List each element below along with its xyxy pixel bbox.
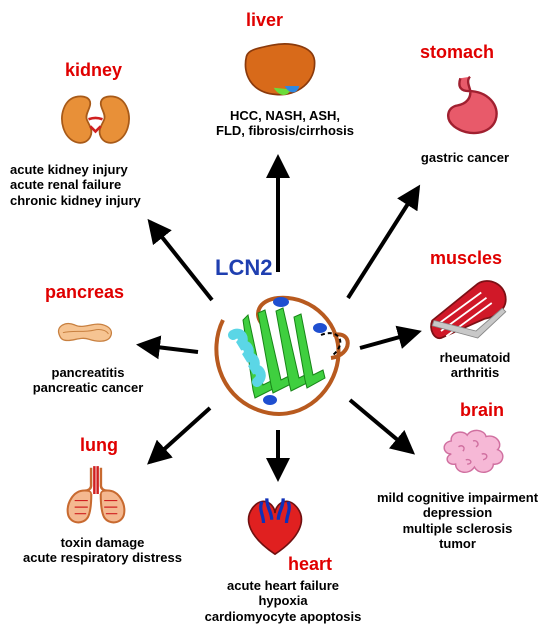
title-stomach: stomach — [420, 42, 494, 63]
icon-wrap-kidney — [48, 86, 143, 161]
center-label: LCN2 — [215, 255, 272, 281]
muscles-icon — [425, 275, 513, 345]
icon-wrap-heart — [234, 482, 316, 569]
desc-kidney: acute kidney injury acute renal failure … — [10, 162, 170, 208]
title-pancreas: pancreas — [45, 282, 124, 303]
title-kidney: kidney — [65, 60, 122, 81]
arrow-brain — [350, 400, 412, 452]
arrow-stomach — [348, 188, 418, 298]
icon-wrap-brain — [428, 425, 518, 488]
diagram-canvas: { "canvas": { "width": 555, "height": 64… — [0, 0, 555, 642]
icon-wrap-pancreas — [40, 308, 130, 365]
arrow-pancreas — [140, 345, 198, 352]
liver-icon — [238, 35, 323, 103]
desc-lung: toxin damage acute respiratory distress — [10, 535, 195, 566]
stomach-icon — [430, 68, 510, 143]
desc-heart: acute heart failure hypoxia cardiomyocyt… — [188, 578, 378, 624]
heart-icon — [234, 482, 316, 564]
title-brain: brain — [460, 400, 504, 421]
icon-wrap-muscles — [425, 275, 513, 350]
icon-wrap-lung — [55, 460, 137, 533]
brain-icon — [428, 425, 518, 483]
center-protein — [203, 280, 353, 430]
pancreas-icon — [40, 308, 130, 360]
desc-pancreas: pancreatitis pancreatic cancer — [18, 365, 158, 396]
icon-wrap-liver — [238, 35, 323, 108]
desc-stomach: gastric cancer — [400, 150, 530, 165]
desc-muscles: rheumatoid arthritis — [410, 350, 540, 381]
arrow-lung — [150, 408, 210, 462]
arrow-muscles — [360, 332, 418, 348]
desc-liver: HCC, NASH, ASH, FLD, fibrosis/cirrhosis — [200, 108, 370, 139]
title-lung: lung — [80, 435, 118, 456]
desc-brain: mild cognitive impairment depression mul… — [365, 490, 550, 551]
title-liver: liver — [246, 10, 283, 31]
title-muscles: muscles — [430, 248, 502, 269]
lung-icon — [55, 460, 137, 528]
kidney-icon — [48, 86, 143, 156]
icon-wrap-stomach — [430, 68, 510, 148]
